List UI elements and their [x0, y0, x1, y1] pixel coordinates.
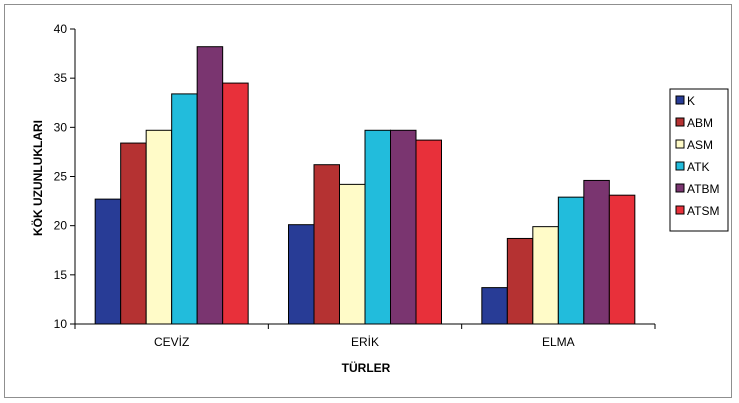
bar-atbm-2 — [390, 129, 417, 325]
bar-atbm-3 — [583, 179, 610, 325]
legend-swatch — [675, 95, 685, 105]
bar-abm-1 — [120, 142, 147, 325]
x-axis-title: TÜRLER — [342, 360, 391, 375]
bar-abm-3 — [506, 237, 534, 325]
bar-k-3 — [481, 287, 508, 325]
bar-atk-1 — [171, 93, 198, 325]
legend: K ABM ASM ATK ATBM ATSM — [669, 88, 729, 232]
bar-k-1 — [94, 198, 122, 325]
bar-atk-3 — [557, 196, 585, 325]
legend-swatch — [675, 205, 685, 215]
bar-asm-1 — [145, 129, 173, 325]
legend-label: ASM — [687, 138, 713, 152]
bars — [94, 46, 636, 325]
legend-label: ABM — [687, 116, 713, 130]
y-tick-label: 25 — [54, 170, 68, 184]
y-axis-title: KÖK UZUNLUKLARI — [30, 120, 45, 236]
y-tick-label: 20 — [54, 219, 68, 233]
bar-atsm-2 — [415, 139, 442, 325]
y-tick-label: 35 — [54, 71, 68, 85]
y-axis: 10 15 20 25 30 35 40 — [54, 22, 76, 331]
bar-asm-3 — [532, 226, 559, 325]
y-tick-label: 15 — [54, 268, 68, 282]
bar-atbm-1 — [196, 46, 224, 325]
legend-label: ATSM — [687, 204, 719, 218]
bar-atsm-1 — [222, 82, 249, 325]
legend-swatch — [675, 117, 685, 127]
y-tick-label: 10 — [54, 317, 68, 331]
legend-swatch — [675, 161, 685, 171]
legend-label: ATBM — [687, 182, 719, 196]
bar-k-2 — [288, 224, 315, 325]
bar-atk-2 — [364, 129, 391, 325]
legend-label: ATK — [687, 160, 709, 174]
x-axis: CEVİZ ERİK ELMA — [74, 323, 656, 349]
category-label: CEVİZ — [154, 335, 189, 349]
legend-swatch — [675, 139, 685, 149]
y-tick-label: 30 — [54, 120, 68, 134]
bar-atsm-3 — [608, 194, 636, 325]
category-label: ELMA — [542, 335, 575, 349]
bar-abm-2 — [313, 164, 340, 325]
legend-swatch — [675, 183, 685, 193]
bar-asm-2 — [339, 183, 366, 325]
y-tick-label: 40 — [54, 22, 68, 36]
category-label: ERİK — [351, 335, 379, 349]
legend-label: K — [687, 94, 695, 108]
